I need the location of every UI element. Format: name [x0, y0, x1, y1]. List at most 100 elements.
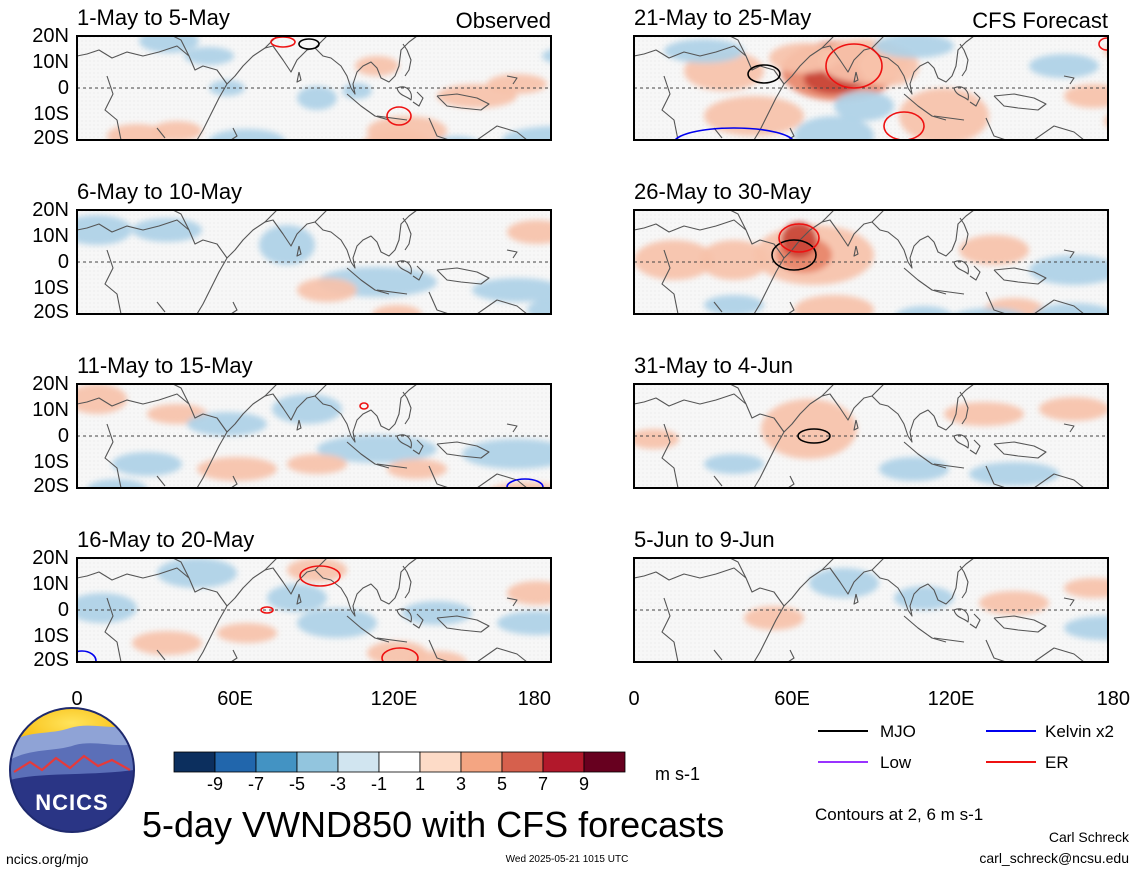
contour-kelvin	[580, 138, 624, 146]
legend-er-label: ER	[1045, 753, 1069, 772]
contour-mjo	[747, 64, 781, 84]
lat-tick: 20S	[33, 475, 69, 497]
wind-anomaly-patch	[899, 88, 989, 140]
colorbar-label: 3	[456, 774, 466, 794]
wind-anomaly-patch	[834, 91, 894, 121]
wind-anomaly-patch	[744, 606, 804, 630]
legend-kelvin-label: Kelvin x2	[1045, 722, 1114, 741]
contour-er	[883, 111, 925, 140]
lat-tick: 20N	[32, 547, 69, 569]
lat-tick: 0	[58, 599, 69, 621]
lat-tick: 20S	[33, 649, 69, 671]
logo-text: NCICS	[35, 790, 108, 815]
panel-tag: Observed	[456, 8, 551, 33]
wind-anomaly-patch	[297, 149, 377, 173]
lat-tick: 20S	[33, 301, 69, 323]
wind-anomaly-patch	[704, 96, 804, 136]
contour-mjo	[542, 319, 562, 325]
lat-tick: 10N	[32, 399, 69, 421]
wind-anomaly-patch	[1034, 303, 1108, 314]
wind-anomaly-patch	[87, 479, 147, 488]
wind-anomaly-patch	[472, 278, 551, 302]
legend-mjo-label: MJO	[880, 722, 916, 741]
timestamp: Wed 2025-05-21 1015 UTC	[506, 854, 629, 865]
contour-er	[825, 43, 883, 89]
map-panels: 1-May to 5-May Observed20N10N010S20S21-Ma…	[32, 5, 1109, 671]
wind-anomaly-patch	[77, 593, 137, 623]
wind-anomaly-patch	[209, 129, 285, 140]
lat-tick: 10S	[33, 625, 69, 647]
colorbar-label: 5	[497, 774, 507, 794]
colorbar-unit: m s-1	[655, 764, 700, 784]
wind-anomaly-patch	[944, 402, 1024, 426]
colorbar-label: 9	[579, 774, 589, 794]
wind-anomaly-patch	[507, 220, 551, 244]
wind-anomaly-patch	[895, 306, 953, 314]
contour-er	[778, 223, 820, 253]
wind-anomaly-patch	[794, 295, 874, 314]
wind-anomaly-patch	[297, 278, 357, 302]
wind-anomaly-patch	[367, 116, 447, 140]
wind-anomaly-patch	[132, 631, 202, 655]
wind-anomaly-patch	[1064, 84, 1108, 108]
wind-anomaly-patch	[197, 457, 277, 481]
wind-anomaly-patch	[342, 83, 372, 99]
lon-axis-right: 0 60E 120E 180	[628, 688, 1130, 710]
wind-anomaly-patch	[492, 482, 551, 488]
contour-er	[381, 647, 419, 662]
legend-low-label: Low	[880, 753, 912, 772]
wind-anomaly-patch	[557, 106, 637, 126]
colorbar-swatch	[583, 751, 626, 773]
colorbar: -9 -7 -5 -3 -1 1 3 5 7 9	[173, 751, 626, 794]
wind-anomaly-patch	[959, 235, 1029, 265]
contour-mjo	[771, 239, 817, 271]
wind-anomaly-patch	[507, 581, 551, 605]
wind-anomaly-patch	[112, 452, 182, 476]
wind-anomaly-patch	[1039, 397, 1108, 421]
ncics-logo: NCICS	[9, 707, 135, 833]
wind-anomaly-patch	[704, 454, 764, 474]
lon-tick-120e: 120E	[371, 688, 418, 710]
lon-axis-left: 0 60E 120E 180	[71, 688, 551, 710]
panel-title: 6-May to 10-May	[77, 179, 242, 204]
wind-anomaly-patch	[497, 611, 551, 635]
map-panel: 5-Jun to 9-Jun	[633, 527, 1109, 663]
wind-anomaly-patch	[634, 429, 679, 449]
wind-anomaly-patch	[809, 568, 879, 598]
panel-title: 26-May to 30-May	[634, 179, 811, 204]
wind-anomaly-patch	[462, 439, 551, 469]
wind-anomaly-patch	[287, 558, 347, 582]
panel-title: 31-May to 4-Jun	[634, 353, 793, 378]
email: carl_schreck@ncsu.edu	[979, 850, 1129, 866]
colorbar-label: -3	[330, 774, 346, 794]
map-panel: 31-May to 4-Jun	[633, 353, 1109, 489]
wind-anomaly-patch	[139, 36, 199, 53]
panel-title: 21-May to 25-May	[634, 5, 811, 30]
wind-anomaly-patch	[77, 215, 132, 245]
colorbar-swatch	[337, 751, 380, 773]
lon-tick-180: 180	[1097, 688, 1130, 710]
wind-anomaly-patch	[894, 586, 954, 610]
wind-anomaly-patch	[664, 39, 744, 63]
lat-tick: 0	[58, 251, 69, 273]
wind-anomaly-patch	[487, 74, 547, 94]
author: Carl Schreck	[1049, 829, 1130, 845]
colorbar-swatch	[460, 751, 503, 773]
lat-tick: 0	[58, 425, 69, 447]
main-title: 5-day VWND850 with CFS forecasts	[142, 804, 724, 845]
wind-anomaly-patch	[1029, 54, 1099, 78]
lon-tick-180: 180	[518, 688, 551, 710]
lat-tick: 10S	[33, 277, 69, 299]
lat-tick: 0	[58, 77, 69, 99]
panel-tag: CFS Forecast	[972, 8, 1108, 33]
contour-er	[359, 402, 369, 410]
contour-legend: MJO Kelvin x2 Low ER	[818, 722, 1114, 772]
lat-tick: 10N	[32, 51, 69, 73]
contour-er	[260, 606, 274, 614]
wind-anomaly-patch	[1064, 578, 1108, 598]
wind-anomaly-patch	[769, 43, 839, 73]
wind-anomaly-patch	[259, 225, 315, 265]
